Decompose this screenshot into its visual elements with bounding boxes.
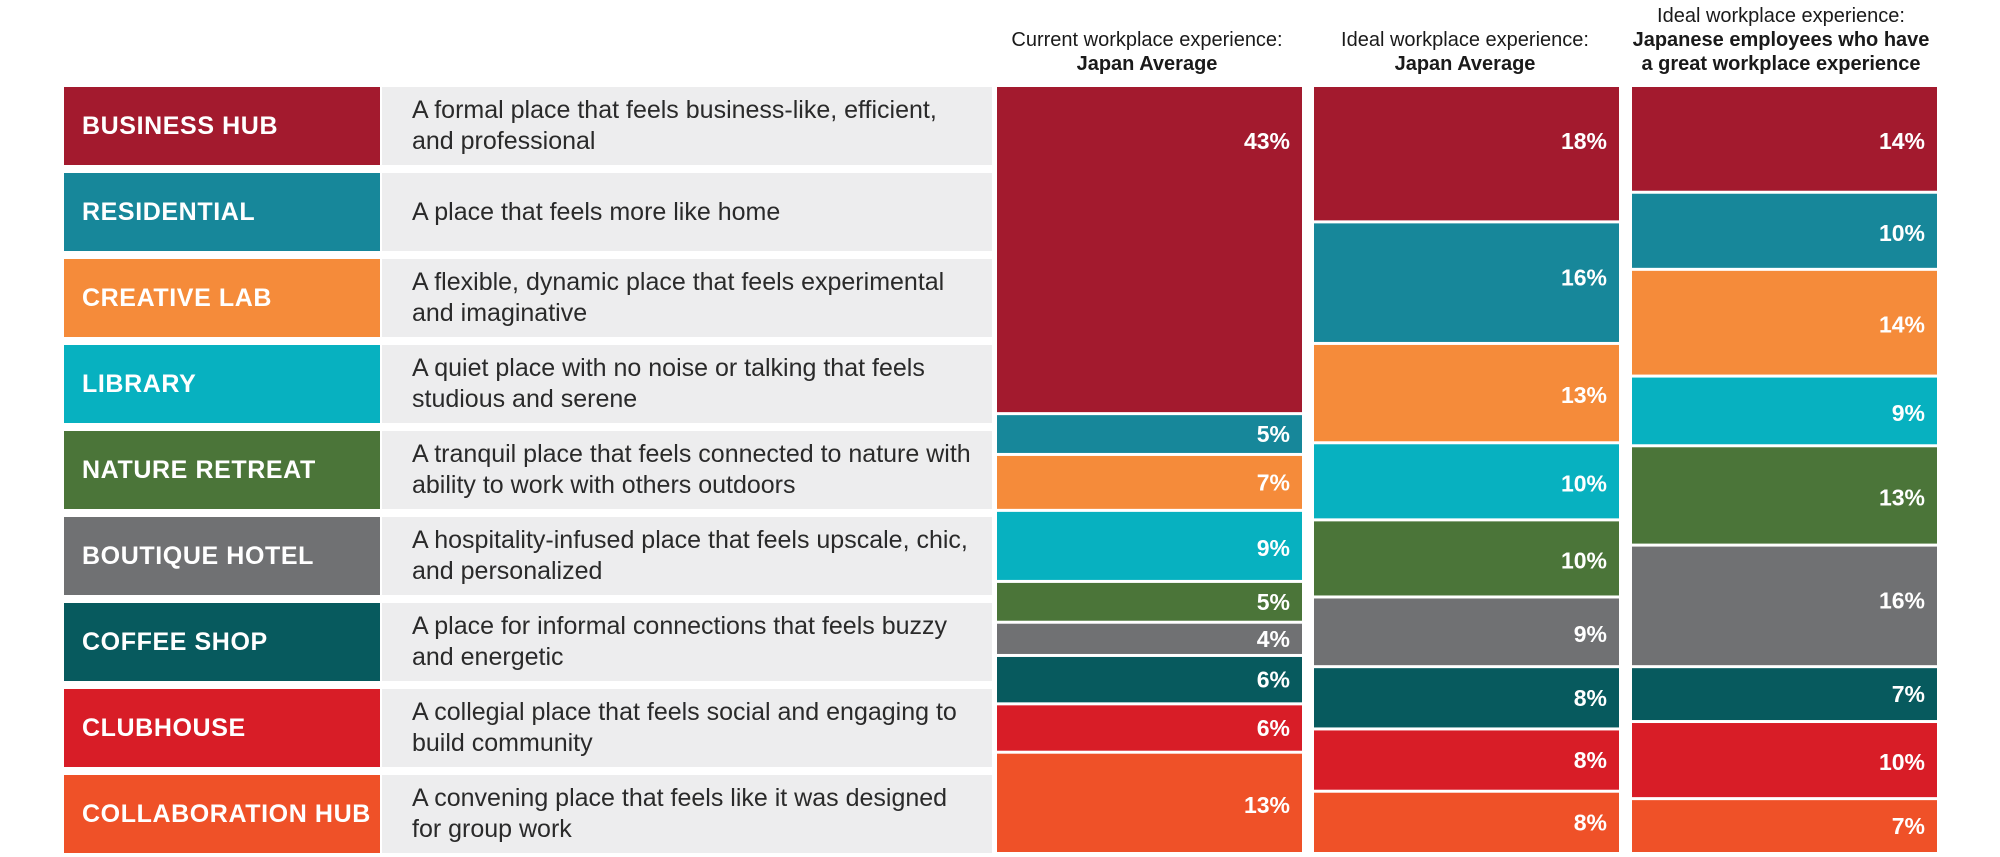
data-label-s2-nature-retreat: 13%: [1879, 484, 1925, 510]
category-label: BUSINESS HUB: [64, 87, 380, 165]
column-header-ideal-line1: Ideal workplace experience:: [1341, 29, 1589, 51]
data-label-s2-boutique-hotel: 16%: [1879, 588, 1925, 614]
category-label: NATURE RETREAT: [64, 431, 380, 509]
data-label-s2-business-hub: 14%: [1879, 128, 1925, 154]
category-description: A hospitality-infused place that feels u…: [382, 517, 992, 595]
category-description: A collegial place that feels social and …: [382, 689, 992, 767]
bar-segment-s1-business-hub: [1314, 87, 1619, 221]
legend-row-coffee-shop: COFFEE SHOP A place for informal connecti…: [64, 603, 992, 681]
legend-row-clubhouse: CLUBHOUSE A collegial place that feels so…: [64, 689, 992, 767]
data-label-s1-boutique-hotel: 9%: [1574, 621, 1607, 647]
category-label: COLLABORATION HUB: [64, 775, 380, 853]
legend-row-collaboration-hub: COLLABORATION HUB A convening place that …: [64, 775, 992, 853]
data-label-s1-collaboration-hub: 8%: [1574, 809, 1607, 835]
bar-segment-s1-coffee-shop: [1314, 668, 1619, 728]
bar-segment-s1-clubhouse: [1314, 730, 1619, 790]
data-label-s0-coffee-shop: 6%: [1257, 667, 1290, 693]
column-header-current-line1: Current workplace experience:: [1011, 29, 1283, 51]
data-label-s1-creative-lab: 13%: [1561, 382, 1607, 408]
column-header-ideal-great: Ideal workplace experience: Japanese emp…: [1626, 4, 1936, 76]
data-label-s0-residential: 5%: [1257, 421, 1290, 447]
bar-segment-s0-boutique-hotel: [997, 623, 1302, 654]
column-header-ideal-japan: Ideal workplace experience: Japan Averag…: [1305, 28, 1625, 76]
data-label-s2-library: 9%: [1892, 400, 1925, 426]
bar-segment-s1-nature-retreat: [1314, 521, 1619, 596]
data-label-s0-business-hub: 43%: [1244, 128, 1290, 154]
column-header-ideal-bold: Japan Average: [1394, 53, 1536, 75]
category-label: LIBRARY: [64, 345, 380, 423]
bar-segment-s1-residential: [1314, 223, 1619, 342]
data-label-s0-library: 9%: [1257, 535, 1290, 561]
bar-segment-s2-coffee-shop: [1632, 668, 1937, 721]
bar-segment-s2-collaboration-hub: [1632, 800, 1937, 852]
bar-segment-s0-collaboration-hub: [997, 753, 1302, 852]
bar-segment-s0-creative-lab: [997, 455, 1302, 509]
bar-segment-s0-clubhouse: [997, 705, 1302, 751]
bar-segment-s0-nature-retreat: [997, 582, 1302, 621]
category-description: A tranquil place that feels connected to…: [382, 431, 992, 509]
data-label-s0-boutique-hotel: 4%: [1257, 626, 1290, 652]
data-label-s1-clubhouse: 8%: [1574, 747, 1607, 773]
legend-row-business-hub: BUSINESS HUB A formal place that feels bu…: [64, 87, 992, 165]
data-label-s2-residential: 10%: [1879, 220, 1925, 246]
legend-row-boutique-hotel: BOUTIQUE HOTEL A hospitality-infused plac…: [64, 517, 992, 595]
category-label: CREATIVE LAB: [64, 259, 380, 337]
legend-row-library: LIBRARY A quiet place with no noise or ta…: [64, 345, 992, 423]
data-label-s1-residential: 16%: [1561, 264, 1607, 290]
bar-segment-s0-business-hub: [997, 87, 1302, 413]
bar-segment-s2-creative-lab: [1632, 270, 1937, 375]
data-label-s1-coffee-shop: 8%: [1574, 685, 1607, 711]
bar-segment-s1-creative-lab: [1314, 344, 1619, 442]
bar-segment-s2-residential: [1632, 193, 1937, 268]
bar-segment-s2-clubhouse: [1632, 723, 1937, 798]
bar-segment-s1-library: [1314, 444, 1619, 519]
data-label-s0-nature-retreat: 5%: [1257, 589, 1290, 615]
column-header-great-bold: Japanese employees who have a great work…: [1632, 29, 1930, 75]
bar-segment-s2-nature-retreat: [1632, 447, 1937, 544]
bar-segment-s1-boutique-hotel: [1314, 598, 1619, 666]
data-label-s1-library: 10%: [1561, 470, 1607, 496]
legend-row-creative-lab: CREATIVE LAB A flexible, dynamic place th…: [64, 259, 992, 337]
bar-segment-s0-library: [997, 511, 1302, 580]
category-description: A place that feels more like home: [382, 173, 992, 251]
column-header-current-japan: Current workplace experience: Japan Aver…: [987, 28, 1307, 76]
category-description: A convening place that feels like it was…: [382, 775, 992, 853]
category-label: CLUBHOUSE: [64, 689, 380, 767]
legend-row-nature-retreat: NATURE RETREAT A tranquil place that feel…: [64, 431, 992, 509]
bar-segment-s2-library: [1632, 377, 1937, 445]
data-label-s2-coffee-shop: 7%: [1892, 681, 1925, 707]
category-label: RESIDENTIAL: [64, 173, 380, 251]
bar-segment-s0-coffee-shop: [997, 656, 1302, 703]
bar-segment-s2-business-hub: [1632, 87, 1937, 191]
data-label-s0-collaboration-hub: 13%: [1244, 792, 1290, 818]
category-description: A flexible, dynamic place that feels exp…: [382, 259, 992, 337]
data-label-s0-clubhouse: 6%: [1257, 715, 1290, 741]
data-label-s1-nature-retreat: 10%: [1561, 547, 1607, 573]
category-description: A quiet place with no noise or talking t…: [382, 345, 992, 423]
category-description: A place for informal connections that fe…: [382, 603, 992, 681]
bar-segment-s2-boutique-hotel: [1632, 546, 1937, 666]
category-label: BOUTIQUE HOTEL: [64, 517, 380, 595]
category-description: A formal place that feels business-like,…: [382, 87, 992, 165]
data-label-s2-collaboration-hub: 7%: [1892, 813, 1925, 839]
data-label-s0-creative-lab: 7%: [1257, 469, 1290, 495]
data-label-s2-creative-lab: 14%: [1879, 312, 1925, 338]
bar-segment-s0-residential: [997, 415, 1302, 453]
legend-row-residential: RESIDENTIAL A place that feels more like …: [64, 173, 992, 251]
category-label: COFFEE SHOP: [64, 603, 380, 681]
data-label-s2-clubhouse: 10%: [1879, 749, 1925, 775]
column-header-current-bold: Japan Average: [1076, 53, 1218, 75]
column-header-great-line1: Ideal workplace experience:: [1657, 5, 1905, 27]
bar-segment-s1-collaboration-hub: [1314, 792, 1619, 852]
data-label-s1-business-hub: 18%: [1561, 128, 1607, 154]
